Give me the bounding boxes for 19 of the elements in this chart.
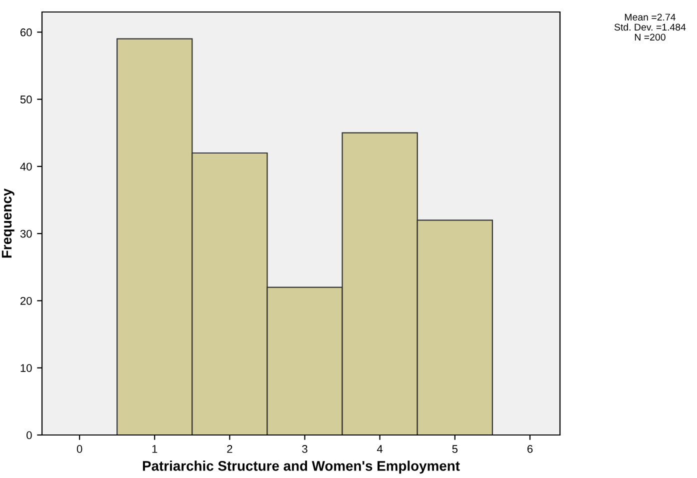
x-tick-label: 5 bbox=[452, 445, 458, 453]
x-tick-label: 3 bbox=[302, 445, 308, 453]
y-tick-label: 30 bbox=[20, 230, 32, 238]
y-tick-label: 40 bbox=[20, 162, 32, 171]
text: Mean =2.74 bbox=[624, 14, 676, 21]
text: N =200 bbox=[634, 34, 666, 41]
y-axis-title: Frequency bbox=[2, 188, 14, 258]
text: Std. Dev. =1.484 bbox=[614, 23, 686, 31]
y-tick-label: 10 bbox=[20, 364, 32, 372]
y-tick-label: 20 bbox=[20, 296, 32, 305]
x-tick-label: 6 bbox=[527, 445, 533, 453]
y-tick-label: 0 bbox=[26, 431, 32, 440]
x-tick-label: 0 bbox=[76, 445, 82, 453]
y-tick-label: 60 bbox=[20, 28, 32, 36]
y-tick-label: 50 bbox=[20, 96, 32, 104]
x-axis-title: Patriarchic Structure and Women's Employment bbox=[142, 460, 460, 474]
x-tick-label: 1 bbox=[152, 445, 158, 453]
x-tick-label: 2 bbox=[227, 445, 232, 453]
x-tick-label: 4 bbox=[376, 445, 383, 453]
